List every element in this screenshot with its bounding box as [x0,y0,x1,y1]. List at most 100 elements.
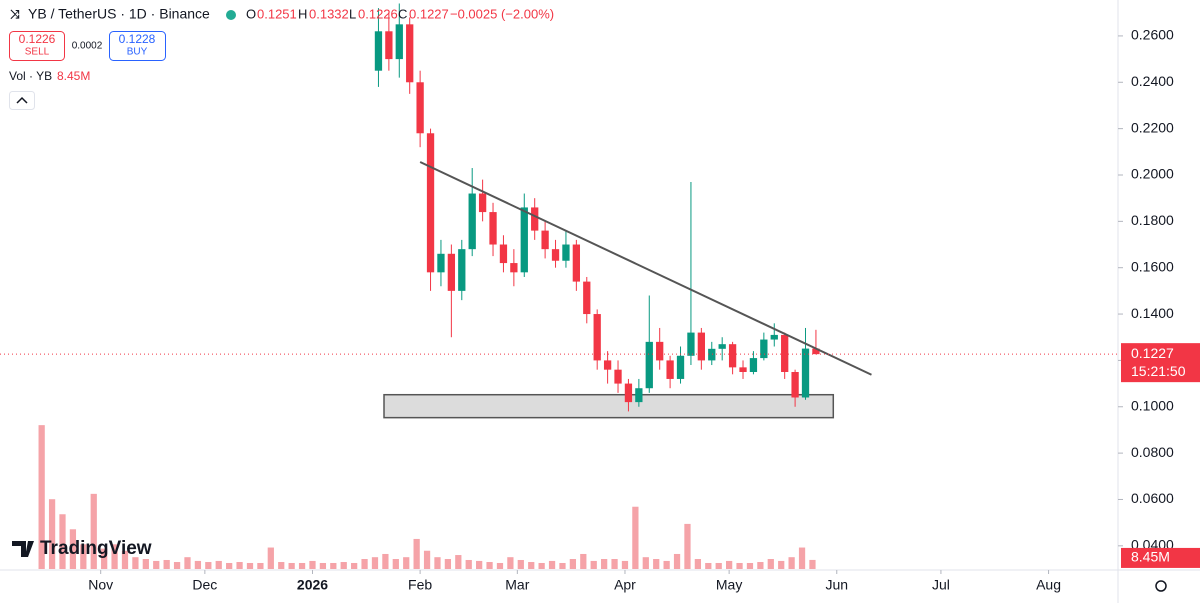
y-tick-label: 0.1000 [1131,397,1174,413]
volume-bar [298,562,306,569]
volume-bar [413,538,420,569]
volume-tag [1121,547,1200,568]
volume-bar [444,559,452,569]
volume-bar [455,555,462,569]
candle-body [666,360,674,379]
spread: 0.0002 [72,41,103,52]
x-tick-label: Feb [408,577,432,593]
volume-bar [153,560,160,569]
candle-body [510,263,518,273]
candle-body [541,230,549,250]
buy-button[interactable] [109,31,166,61]
volume-bar [48,499,56,569]
candle-body [520,207,528,273]
buy-price[interactable]: 0.1228 [119,32,156,46]
logo: TradingView [40,538,152,559]
y-tick-label: 0.0800 [1131,444,1174,460]
volume-bar [351,562,358,569]
volume-bar [517,559,524,569]
volume-bar [163,559,170,569]
candle-body [603,360,612,370]
candle-body [593,314,601,361]
volume-bar [476,560,483,569]
change: −0.0025 (−2.00%) [450,6,554,21]
x-tick-label: 2026 [297,577,328,593]
volume-bar [507,557,514,569]
volume-bar [142,559,149,569]
volume-bar [111,544,118,569]
settings-icon[interactable] [1155,580,1167,592]
volume-bar [559,562,566,569]
volume-bar [663,560,670,569]
x-tick-label: May [716,577,742,593]
sell-price[interactable]: 0.1226 [19,32,56,46]
volume-bar [246,562,254,569]
symbol-icon: ⤨ [10,7,21,21]
volume-bar [798,547,806,569]
candle-body [687,332,695,356]
support-zone [383,393,835,419]
volume-bar [330,562,337,569]
y-tick-label: 0.2200 [1131,119,1174,135]
volume-bar [757,562,764,569]
candle-body [385,31,393,60]
candle-body [708,348,716,361]
x-tick-label: Aug [1036,577,1061,593]
volume-bar [767,559,774,569]
candle-body [781,334,789,372]
candle-body [562,244,570,261]
volume-bar [726,560,733,569]
volume-bar [194,560,202,569]
ohlc-c: 0.1227 [409,6,449,21]
candle-body [437,253,445,273]
volume-bar [809,559,816,569]
volume-bar [215,560,222,569]
plot-area [0,3,1118,569]
candle-body [697,332,705,361]
candle-body [426,133,435,273]
volume-bar [267,547,274,569]
volume-bar [694,559,702,569]
ohlc-o: 0.1251 [257,6,297,21]
y-tick-label: 0.1800 [1131,212,1174,228]
volume-bar [788,557,795,569]
candle-body [801,348,810,398]
volume-bar [632,506,639,569]
volume-bar [705,562,712,569]
candle-body [614,369,622,384]
volume-bar [465,559,472,569]
volume-bar [653,559,660,569]
volume-bar [38,425,45,569]
sell-label[interactable]: SELL [25,47,50,58]
buy-label[interactable]: BUY [127,47,148,58]
symbol[interactable]: YB / TetherUS · 1D · Binance [28,6,210,22]
collapse-button[interactable] [9,91,35,110]
candle-body [728,344,737,368]
trendline [419,161,872,376]
volume-bar [90,493,97,569]
x-tick-label: Mar [505,577,529,593]
volume-bar [226,562,233,569]
y-tick-label: 0.1600 [1131,258,1174,274]
candle-body [395,24,403,60]
sell-button[interactable] [9,31,65,61]
candle-body [572,244,581,282]
volume-bar [121,550,129,569]
x-tick-label: Apr [614,577,636,593]
volume-bar [590,560,597,569]
ohlc-c-label: C [398,6,407,21]
candle-body [739,367,747,372]
volume-bar [528,562,535,569]
volume-bar [621,560,629,569]
candle-body [489,212,497,245]
volume-bar [569,559,577,569]
candle-body [770,334,778,340]
x-tick-label: Dec [192,577,217,593]
price-tag [1121,343,1200,383]
candle-body [635,388,643,403]
price-tag-label: 0.1227 [1131,345,1174,361]
volume-bar [236,562,243,569]
ohlc-h: 0.1332 [309,6,349,21]
volume-bar [434,557,441,569]
